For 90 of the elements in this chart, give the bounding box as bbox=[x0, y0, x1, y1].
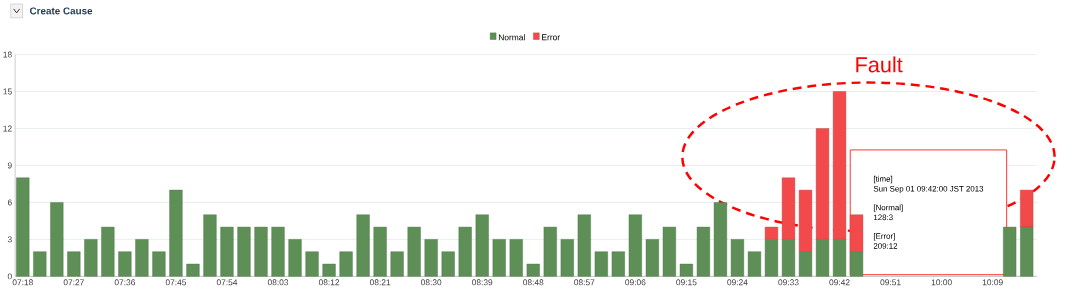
legend-label: Normal bbox=[498, 34, 525, 41]
bar bbox=[730, 239, 745, 277]
bar bbox=[288, 239, 302, 277]
y-tick-label: 9 bbox=[7, 162, 12, 169]
y-tick-label: 12 bbox=[3, 125, 12, 132]
x-tick-label: 09:42 bbox=[829, 279, 850, 286]
bar bbox=[781, 239, 796, 277]
x-tick-label: 10:00 bbox=[931, 279, 952, 286]
bar bbox=[662, 226, 676, 277]
bar bbox=[764, 239, 779, 277]
bar bbox=[305, 251, 319, 277]
bar bbox=[373, 226, 387, 277]
bar bbox=[203, 214, 217, 277]
y-tick-label: 15 bbox=[3, 88, 12, 95]
bar bbox=[815, 239, 830, 277]
bar bbox=[237, 226, 251, 277]
bar bbox=[152, 251, 166, 277]
bar bbox=[526, 263, 540, 277]
bar bbox=[815, 128, 830, 240]
bar bbox=[645, 239, 659, 277]
bar bbox=[798, 251, 813, 277]
x-tick-label: 07:36 bbox=[114, 279, 136, 286]
bar bbox=[628, 214, 642, 277]
bar bbox=[747, 251, 762, 277]
bar bbox=[798, 189, 813, 252]
x-tick-label: 09:51 bbox=[880, 279, 901, 286]
bar bbox=[220, 226, 234, 277]
bar bbox=[407, 226, 421, 277]
x-tick-label: 09:06 bbox=[625, 279, 646, 286]
bar bbox=[458, 226, 472, 277]
x-tick-label: 08:48 bbox=[523, 279, 544, 286]
bar bbox=[475, 214, 489, 277]
chart-title: Create Cause bbox=[29, 7, 93, 15]
bar bbox=[169, 189, 183, 277]
x-tick-label: 08:30 bbox=[421, 279, 442, 286]
x-tick-label: 09:15 bbox=[676, 279, 697, 286]
bar bbox=[560, 239, 574, 277]
bar bbox=[441, 251, 455, 277]
bar bbox=[67, 251, 81, 277]
x-tick-label: 09:33 bbox=[778, 279, 799, 286]
y-tick-label: 0 bbox=[7, 273, 12, 280]
bar bbox=[84, 239, 98, 277]
bar bbox=[594, 251, 608, 277]
bar bbox=[679, 263, 693, 277]
bar bbox=[832, 91, 847, 240]
bar bbox=[50, 202, 64, 277]
x-tick-label: 07:45 bbox=[165, 279, 187, 286]
x-tick-label: 08:12 bbox=[318, 279, 340, 286]
x-tick-label: 07:54 bbox=[216, 279, 238, 286]
bar bbox=[713, 202, 728, 277]
bar bbox=[832, 239, 847, 277]
x-tick-label: 09:24 bbox=[727, 279, 748, 286]
bar bbox=[424, 239, 438, 277]
bar bbox=[356, 214, 370, 277]
bar bbox=[543, 226, 557, 277]
bar bbox=[339, 251, 353, 277]
annotation: Fault bbox=[856, 56, 903, 73]
x-tick-label: 08:21 bbox=[369, 279, 391, 286]
bar bbox=[611, 251, 625, 277]
bar bbox=[390, 251, 404, 277]
bar bbox=[781, 177, 796, 240]
bar bbox=[118, 251, 132, 277]
bar bbox=[849, 214, 864, 252]
bar bbox=[322, 263, 336, 277]
bar bbox=[849, 251, 864, 277]
bar bbox=[254, 226, 268, 277]
bar bbox=[101, 226, 115, 277]
x-tick-label: 08:39 bbox=[472, 279, 493, 286]
bar bbox=[1020, 226, 1034, 277]
bar bbox=[1003, 226, 1017, 277]
x-tick-label: 08:57 bbox=[574, 279, 595, 286]
bar bbox=[577, 214, 591, 277]
y-tick-label: 3 bbox=[7, 236, 12, 243]
x-tick-label: 07:27 bbox=[63, 279, 84, 286]
bar bbox=[271, 226, 285, 277]
bar bbox=[33, 251, 47, 277]
bar bbox=[135, 239, 149, 277]
bar bbox=[509, 239, 523, 277]
x-tick-label: 07:18 bbox=[12, 279, 33, 286]
bar bbox=[186, 263, 200, 277]
bar bbox=[1020, 189, 1034, 228]
legend-label: Error bbox=[542, 34, 560, 41]
bar bbox=[696, 226, 710, 277]
x-tick-label: 10:09 bbox=[982, 279, 1003, 286]
bar bbox=[492, 239, 506, 277]
bar bbox=[764, 226, 779, 240]
x-tick-label: 08:03 bbox=[267, 279, 289, 286]
y-tick-label: 6 bbox=[7, 199, 12, 206]
bar bbox=[16, 177, 30, 277]
y-tick-label: 18 bbox=[3, 51, 12, 58]
